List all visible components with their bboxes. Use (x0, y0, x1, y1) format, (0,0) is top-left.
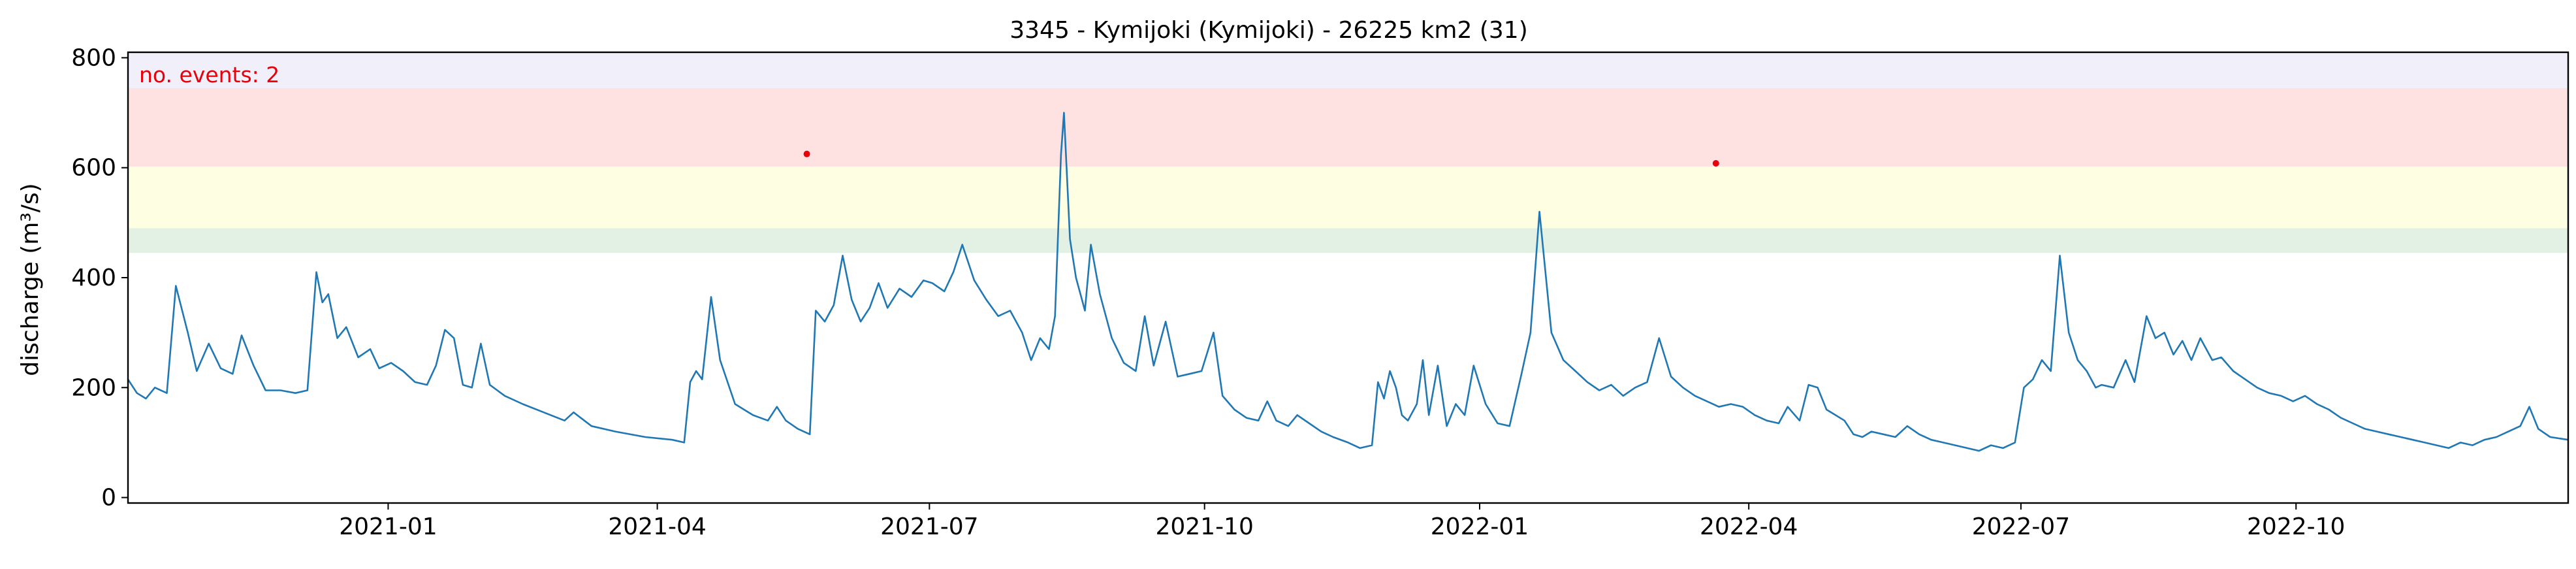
y-tick-label-800: 800 (71, 44, 116, 71)
x-tick-label-2021-07: 2021-07 (880, 513, 978, 540)
x-tick-label-2021-01: 2021-01 (339, 513, 437, 540)
x-tick-label-2022-04: 2022-04 (1700, 513, 1798, 540)
x-tick-label-2021-10: 2021-10 (1155, 513, 1253, 540)
threshold-bands (128, 52, 2568, 253)
threshold-band-0 (128, 228, 2568, 253)
x-tick-label-2022-07: 2022-07 (1972, 513, 2070, 540)
x-tick-label-2022-01: 2022-01 (1431, 513, 1529, 540)
y-tick-label-400: 400 (71, 265, 116, 291)
threshold-band-2 (128, 88, 2568, 167)
y-tick-label-200: 200 (71, 374, 116, 401)
x-tick-label-2022-10: 2022-10 (2247, 513, 2345, 540)
axes: 0 200 400 600 800 2021-01 2021-04 2021-07 2021-1… (71, 44, 2569, 540)
event-marker-1 (1712, 159, 1719, 167)
discharge-line-0 (127, 112, 2569, 452)
x-tick-label-2021-04: 2021-04 (608, 513, 706, 540)
event-count-annotation: no. events: 2 (139, 62, 279, 88)
threshold-band-1 (128, 167, 2568, 229)
y-tick-label-0: 0 (101, 485, 116, 512)
y-tick-label-600: 600 (71, 155, 116, 182)
threshold-band-3 (128, 52, 2568, 88)
event-markers (803, 150, 1719, 167)
y-axis-title: discharge (m³/s) (17, 183, 44, 376)
event-marker-0 (803, 150, 810, 157)
chart-title: 3345 - Kymijoki (Kymijoki) - 26225 km2 (… (1010, 17, 1528, 44)
discharge-series (127, 112, 2569, 452)
